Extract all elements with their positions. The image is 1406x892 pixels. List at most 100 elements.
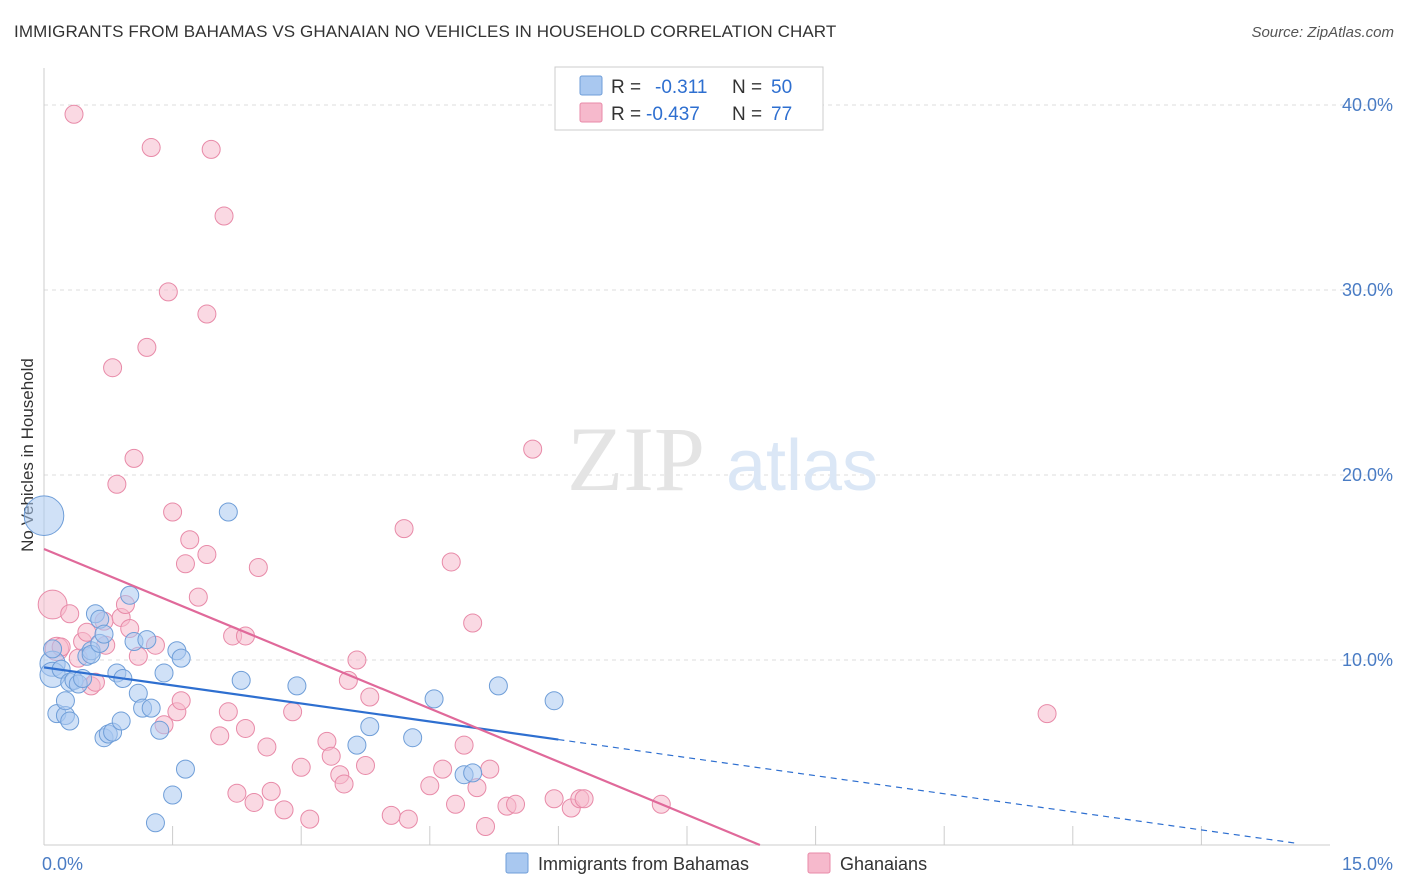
ghanaian-point xyxy=(171,691,191,711)
stats-legend-n-value: 77 xyxy=(771,104,792,125)
ghanaian-point xyxy=(141,138,161,158)
stats-legend-r-value: -0.311 xyxy=(655,77,707,98)
bahamas-point xyxy=(150,720,170,740)
stats-legend-swatch-blue xyxy=(579,75,603,96)
ghanaian-point xyxy=(300,809,320,829)
bahamas-point xyxy=(347,735,367,755)
ghanaian-trend-line xyxy=(43,547,761,847)
ghanaian-point xyxy=(381,805,401,825)
y-tick-label: 10.0% xyxy=(1342,650,1393,670)
ghanaian-point xyxy=(197,304,217,324)
bahamas-point xyxy=(403,728,423,748)
series-legend-swatch-blue xyxy=(505,852,529,874)
ghanaian-point xyxy=(446,794,466,814)
bahamas-point xyxy=(55,691,75,711)
ghanaian-point xyxy=(454,735,474,755)
ghanaian-point xyxy=(218,702,238,722)
ghanaian-point xyxy=(360,687,380,707)
y-tick-label: 30.0% xyxy=(1342,280,1393,300)
bahamas-point xyxy=(154,663,174,683)
bahamas-point xyxy=(175,759,195,779)
ghanaian-point xyxy=(188,587,208,607)
ghanaian-point xyxy=(480,759,500,779)
ghanaian-point xyxy=(257,737,277,757)
tick-labels: 10.0% 20.0% 30.0% 40.0% 0.0% 15.0% xyxy=(42,95,1393,874)
ghanaian-point xyxy=(158,282,178,302)
ghanaian-point xyxy=(433,759,453,779)
bahamas-point xyxy=(145,813,165,833)
bahamas-point xyxy=(137,630,157,650)
ghanaian-point xyxy=(283,702,303,722)
gridlines xyxy=(44,104,1390,661)
trend-lines xyxy=(43,547,1296,847)
ghanaian-point xyxy=(544,789,564,809)
axes xyxy=(43,68,1330,846)
ghanaian-point xyxy=(163,502,183,522)
ghanaian-point xyxy=(274,800,294,820)
bahamas-point xyxy=(60,711,80,731)
ghanaian-point xyxy=(394,519,414,539)
series-legend-label-blue: Immigrants from Bahamas xyxy=(538,854,749,874)
y-tick-label: 40.0% xyxy=(1342,95,1393,115)
ghanaian-point xyxy=(356,755,375,775)
bahamas-point xyxy=(141,698,161,718)
ghanaian-point xyxy=(321,746,341,766)
ghanaian-point xyxy=(37,589,68,620)
bahamas-point xyxy=(231,670,251,690)
bahamas-point xyxy=(287,676,307,696)
bahamas-point xyxy=(463,763,483,783)
stats-legend-r-value: -0.437 xyxy=(646,104,700,125)
bahamas-point xyxy=(163,785,183,805)
ghanaian-point xyxy=(261,781,281,801)
ghanaian-point xyxy=(214,206,234,226)
ghanaian-point xyxy=(227,783,247,803)
data-points xyxy=(23,104,1057,836)
bahamas-point xyxy=(218,502,238,522)
ghanaian-point xyxy=(210,726,230,746)
watermark-zip: ZIP xyxy=(567,408,705,510)
ghanaian-point xyxy=(235,718,255,738)
stats-legend-r-label: R = xyxy=(611,77,641,98)
ghanaian-point xyxy=(441,552,461,572)
ghanaian-point xyxy=(197,545,217,565)
ghanaian-point xyxy=(175,554,195,574)
stats-legend-swatch-pink xyxy=(579,102,603,123)
ghanaian-point xyxy=(506,794,526,814)
ghanaian-point xyxy=(574,789,594,809)
bahamas-point xyxy=(360,717,380,737)
x-tick-label: 15.0% xyxy=(1342,854,1393,874)
stats-legend-r-label: R = xyxy=(611,104,641,125)
series-legend: Immigrants from Bahamas Ghanaians xyxy=(505,852,927,874)
stats-legend-n-label: N = xyxy=(732,104,762,125)
source-credit: Source: ZipAtlas.com xyxy=(1251,24,1394,41)
ghanaian-point xyxy=(64,104,84,124)
ghanaian-point xyxy=(398,809,418,829)
ghanaian-point xyxy=(347,650,367,670)
bahamas-point xyxy=(488,676,508,696)
ghanaian-point xyxy=(420,776,440,796)
bahamas-point xyxy=(43,639,63,659)
bahamas-point xyxy=(94,624,114,644)
series-legend-label-pink: Ghanaians xyxy=(840,854,927,874)
ghanaian-point xyxy=(137,337,157,357)
bahamas-trend-line xyxy=(43,666,559,741)
ghanaian-point xyxy=(103,358,123,378)
ghanaian-point xyxy=(463,613,483,633)
ghanaian-point xyxy=(523,439,543,459)
ghanaian-point xyxy=(124,448,144,468)
ghanaian-point xyxy=(244,792,264,812)
series-legend-swatch-pink xyxy=(807,852,831,874)
ghanaian-point xyxy=(60,604,80,624)
ghanaian-point xyxy=(107,474,127,494)
bahamas-trend-line-extension xyxy=(558,738,1296,844)
ghanaian-point xyxy=(1037,704,1057,724)
bahamas-point xyxy=(111,711,131,731)
x-tick-label: 0.0% xyxy=(42,854,83,874)
y-tick-label: 20.0% xyxy=(1342,465,1393,485)
ghanaian-point xyxy=(201,139,221,159)
stats-legend-n-label: N = xyxy=(732,77,762,98)
ghanaian-point xyxy=(334,774,354,794)
ghanaian-point xyxy=(180,530,200,550)
bahamas-point xyxy=(544,691,564,711)
